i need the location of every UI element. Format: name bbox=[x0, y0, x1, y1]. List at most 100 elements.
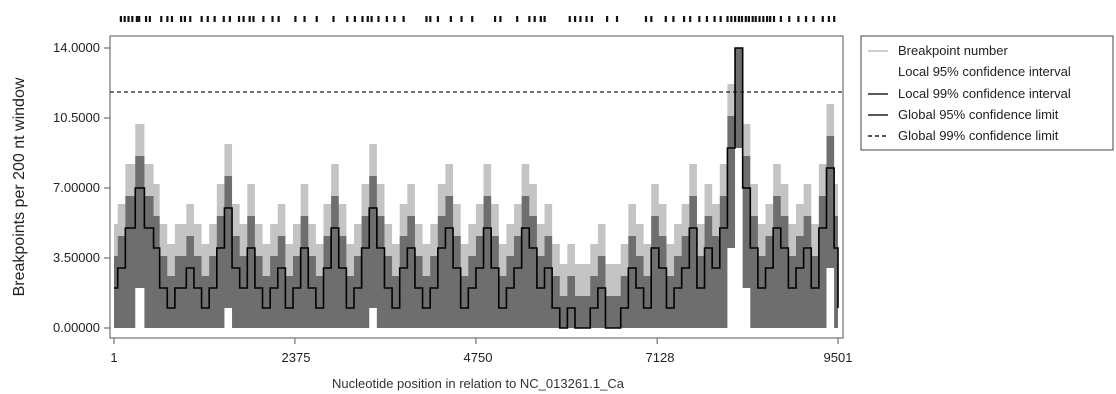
breakpoint-marker bbox=[138, 16, 141, 22]
breakpoint-marker bbox=[682, 16, 686, 22]
breakpoint-marker bbox=[705, 16, 709, 22]
y-tick-marks bbox=[104, 47, 110, 329]
plot-frame bbox=[109, 35, 844, 339]
breakpoint-marker bbox=[471, 16, 474, 22]
breakpoint-marker bbox=[788, 16, 791, 22]
breakpoint-marker bbox=[499, 16, 502, 22]
breakpoint-marker bbox=[713, 16, 716, 22]
breakpoint-marker bbox=[744, 16, 747, 22]
breakpoint-marker bbox=[568, 16, 571, 22]
y-tick-label: 0.00000 bbox=[53, 320, 100, 335]
y-tick-label: 10.5000 bbox=[53, 110, 100, 125]
breakpoint-marker bbox=[252, 16, 255, 22]
breakpoint-marker bbox=[827, 16, 830, 22]
breakpoint-marker bbox=[812, 16, 815, 22]
x-tick-label: 2375 bbox=[282, 350, 311, 365]
breakpoint-marker bbox=[123, 16, 126, 22]
y-tick-label: 3.50000 bbox=[53, 250, 100, 265]
y-axis-title: Breakpoints per 200 nt window bbox=[11, 77, 28, 296]
breakpoint-marker bbox=[425, 16, 428, 22]
breakpoint-marker bbox=[385, 16, 388, 22]
breakpoint-marker bbox=[170, 16, 174, 22]
breakpoint-marker bbox=[436, 16, 440, 22]
x-tick-label: 7128 bbox=[646, 350, 675, 365]
breakpoint-marker bbox=[606, 16, 609, 22]
legend-label: Local 95% confidence interval bbox=[898, 64, 1071, 79]
x-tick-label: 1 bbox=[110, 350, 117, 365]
breakpoint-marker bbox=[294, 16, 297, 22]
breakpoint-marker bbox=[698, 16, 701, 22]
breakpoint-marker bbox=[228, 16, 231, 22]
breakpoint-marker bbox=[528, 16, 531, 22]
breakpoint-marker bbox=[449, 16, 452, 22]
breakpoint-marker bbox=[393, 16, 396, 22]
breakpoint-marker bbox=[644, 16, 648, 22]
breakpoint-marker bbox=[429, 16, 432, 22]
breakpoint-marker bbox=[377, 16, 380, 22]
breakpoint-number-line bbox=[114, 47, 839, 329]
breakpoint-marker bbox=[189, 16, 192, 22]
breakpoint-marker bbox=[315, 16, 318, 22]
breakpoint-marker bbox=[650, 16, 653, 22]
breakpoint-marker bbox=[179, 16, 183, 22]
breakpoint-markers bbox=[119, 16, 836, 22]
breakpoint-marker bbox=[271, 16, 274, 22]
legend-label: Global 95% confidence limit bbox=[898, 107, 1059, 122]
confidence-bands bbox=[114, 48, 838, 328]
breakpoint-marker bbox=[766, 16, 769, 22]
breakpoint-marker bbox=[573, 16, 577, 22]
breakpoint-marker bbox=[127, 16, 130, 22]
breakpoint-marker bbox=[719, 16, 722, 22]
breakpoint-marker bbox=[131, 16, 134, 22]
breakpoint-marker bbox=[726, 16, 729, 22]
x-tick-label: 4750 bbox=[464, 350, 493, 365]
breakpoint-marker bbox=[585, 16, 588, 22]
x-axis-title: Nucleotide position in relation to NC_01… bbox=[332, 376, 625, 391]
breakpoint-marker bbox=[277, 16, 280, 22]
breakpoint-marker bbox=[248, 16, 251, 22]
breakpoint-marker bbox=[493, 16, 497, 22]
breakpoint-marker bbox=[135, 16, 138, 22]
legend-label: Breakpoint number bbox=[898, 43, 1009, 58]
x-tick-marks bbox=[113, 338, 839, 344]
breakpoint-marker bbox=[166, 16, 169, 22]
breakpoint-marker bbox=[821, 16, 824, 22]
breakpoint-marker bbox=[119, 16, 122, 22]
breakpoint-marker bbox=[460, 16, 463, 22]
legend-label: Local 99% confidence interval bbox=[898, 86, 1071, 101]
breakpoint-marker bbox=[833, 16, 836, 22]
legend: Breakpoint number Local 95% confidence i… bbox=[860, 35, 1114, 151]
breakpoint-marker bbox=[737, 16, 741, 22]
breakpoint-marker bbox=[539, 16, 542, 22]
breakpoint-marker bbox=[804, 16, 808, 22]
breakpoint-marker bbox=[346, 16, 349, 22]
breakpoint-marker bbox=[590, 16, 593, 22]
breakpoint-marker bbox=[262, 16, 265, 22]
breakpoint-marker bbox=[213, 16, 216, 22]
y-tick-label: 7.00000 bbox=[53, 180, 100, 195]
breakpoint-marker bbox=[543, 16, 546, 22]
breakpoint-marker bbox=[740, 16, 744, 22]
breakpoint-marker bbox=[353, 16, 356, 22]
breakpoint-marker bbox=[516, 16, 519, 22]
breakpoint-marker bbox=[206, 16, 209, 22]
breakpoint-marker bbox=[332, 16, 335, 22]
breakpoint-marker bbox=[734, 16, 737, 22]
breakpoint-marker bbox=[361, 16, 364, 22]
breakpoint-marker bbox=[242, 16, 245, 22]
breakpoint-marker bbox=[237, 16, 241, 22]
breakpoint-marker bbox=[303, 16, 306, 22]
breakpoint-marker bbox=[672, 16, 675, 22]
breakpoint-marker bbox=[144, 16, 148, 22]
breakpoint-marker bbox=[758, 16, 761, 22]
breakpoint-marker bbox=[148, 16, 151, 22]
breakpoint-marker bbox=[797, 16, 800, 22]
breakpoint-marker bbox=[664, 16, 667, 22]
breakpoint-marker bbox=[689, 16, 692, 22]
y-axis-ticks: 0.00000 3.50000 7.00000 10.5000 14.0000 bbox=[53, 40, 100, 335]
y-tick-label: 14.0000 bbox=[53, 40, 100, 55]
breakpoint-marker bbox=[747, 16, 750, 22]
breakpoint-marker bbox=[751, 16, 754, 22]
breakpoint-marker bbox=[754, 16, 757, 22]
